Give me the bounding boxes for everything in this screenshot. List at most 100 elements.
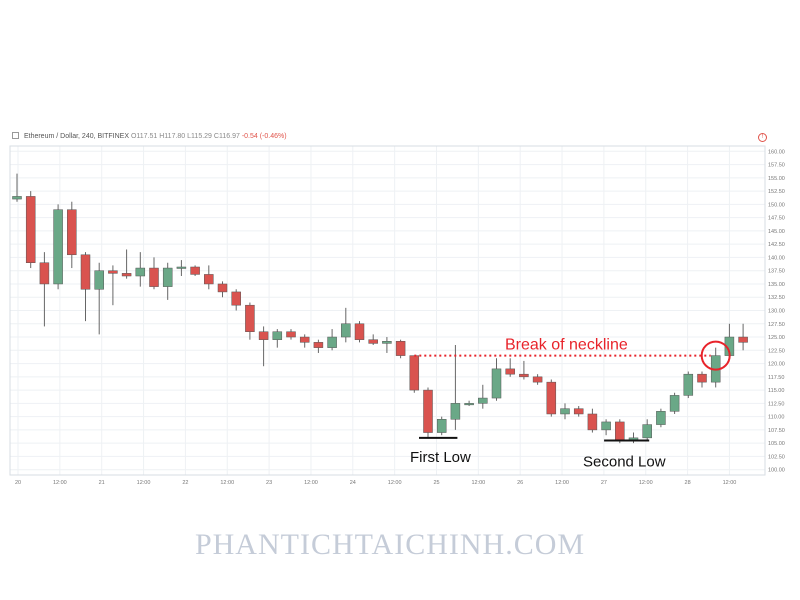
candle-up (464, 400, 474, 407)
candle-body (121, 273, 132, 277)
candle-body (587, 413, 598, 431)
candle-up (135, 252, 146, 287)
time-axis: 20 12:00 21 12:00 22 12:00 23 12:00 24 12:00 25 12:… (15, 480, 736, 486)
candle-up (327, 329, 337, 351)
ohlc-change: -0.54 (-0.46%) (241, 133, 287, 140)
y-tick-label: 157.50 (768, 163, 785, 169)
first-low-label: First Low (410, 449, 471, 466)
x-tick-label: 28 (685, 480, 691, 486)
candle-body (108, 270, 118, 274)
x-tick-label: 25 (433, 480, 439, 486)
ohlc-close: C116.97 (213, 133, 240, 140)
candle-down (505, 358, 515, 377)
y-tick-label: 100.00 (768, 468, 785, 474)
candle-body (272, 331, 283, 340)
candle-body (368, 339, 378, 344)
candle-body (450, 403, 461, 420)
candle-down (519, 360, 529, 380)
candle-up (382, 337, 392, 353)
second-low-label: Second Low (583, 454, 666, 471)
candle-body (423, 389, 433, 433)
candle-up (12, 173, 22, 202)
candle-up (628, 432, 639, 444)
candle-body (382, 341, 392, 344)
y-tick-label: 120.00 (768, 362, 785, 368)
candle-body (135, 267, 146, 277)
candle-down (67, 201, 77, 269)
x-tick-label: 22 (182, 480, 188, 486)
y-tick-label: 152.50 (768, 189, 785, 195)
x-tick-label: 12:00 (471, 480, 485, 486)
candle-body (53, 209, 63, 285)
candle-down (25, 191, 36, 269)
candle-body (409, 355, 420, 391)
candle-down (368, 334, 378, 345)
y-tick-label: 145.00 (768, 229, 785, 235)
x-tick-label: 12:00 (220, 480, 234, 486)
y-tick-label: 127.50 (768, 322, 785, 328)
candle-body (245, 304, 255, 332)
breakout-circle (700, 340, 731, 371)
candle-body (39, 262, 50, 285)
candle-down (108, 265, 118, 306)
candle-body (354, 323, 365, 340)
candle-up (272, 329, 283, 348)
candle-down (532, 374, 543, 385)
candle-down (245, 302, 255, 340)
x-tick-label: 12:00 (639, 480, 653, 486)
y-tick-label: 110.00 (768, 415, 784, 421)
x-tick-label: 12:00 (304, 480, 318, 486)
x-tick-label: 12:00 (388, 480, 402, 486)
candle-up (341, 307, 351, 343)
candle-body (162, 267, 173, 287)
y-tick-label: 105.00 (768, 441, 785, 447)
candle-down (573, 406, 584, 417)
candle-body (176, 266, 187, 269)
info-icon[interactable]: ! (758, 133, 767, 142)
price-axis: 160.00 157.50 155.00 152.50 150.00 147.50 145.… (768, 149, 785, 473)
y-tick-label: 135.00 (768, 282, 785, 288)
x-tick-label: 26 (517, 480, 523, 486)
candle-up (176, 260, 187, 277)
y-tick-label: 155.00 (768, 176, 785, 182)
candle-down (217, 281, 228, 298)
ohlc-high: H117.80 (159, 133, 186, 140)
candle-up (478, 384, 488, 409)
candle-body (505, 368, 515, 375)
candle-up (669, 392, 680, 414)
candle-down (149, 257, 159, 290)
candle-body (697, 373, 707, 383)
x-tick-label: 24 (350, 480, 356, 486)
candle-body (341, 323, 351, 338)
chart-grid (10, 146, 765, 475)
neckline-label: Break of neckline (505, 337, 628, 354)
candle-body (642, 424, 652, 439)
candle-body (669, 395, 680, 412)
candle-down (546, 379, 557, 417)
candle-up (560, 403, 570, 420)
candle-body (546, 381, 557, 415)
y-tick-label: 117.50 (768, 375, 784, 381)
candle-down (738, 323, 748, 351)
x-tick-label: 12:00 (53, 480, 67, 486)
candle-body (573, 408, 584, 415)
candle-body (25, 196, 36, 263)
y-tick-label: 132.50 (768, 295, 785, 301)
y-tick-label: 140.00 (768, 255, 785, 261)
candle-down (80, 252, 91, 322)
candle-down (204, 265, 214, 290)
candle-up (642, 419, 652, 441)
candle-down (190, 265, 200, 277)
candle-down (313, 339, 324, 353)
x-tick-label: 23 (266, 480, 272, 486)
ohlc-low: L115.29 (187, 133, 212, 140)
y-tick-label: 150.00 (768, 202, 785, 208)
x-tick-label: 12:00 (137, 480, 151, 486)
y-tick-label: 102.50 (768, 454, 785, 460)
candle-down (258, 326, 269, 367)
candle-up (94, 262, 104, 335)
candle-down (423, 387, 433, 438)
ohlc-open: O117.51 (130, 133, 158, 140)
x-tick-label: 12:00 (723, 480, 737, 486)
candle-body (478, 397, 488, 404)
